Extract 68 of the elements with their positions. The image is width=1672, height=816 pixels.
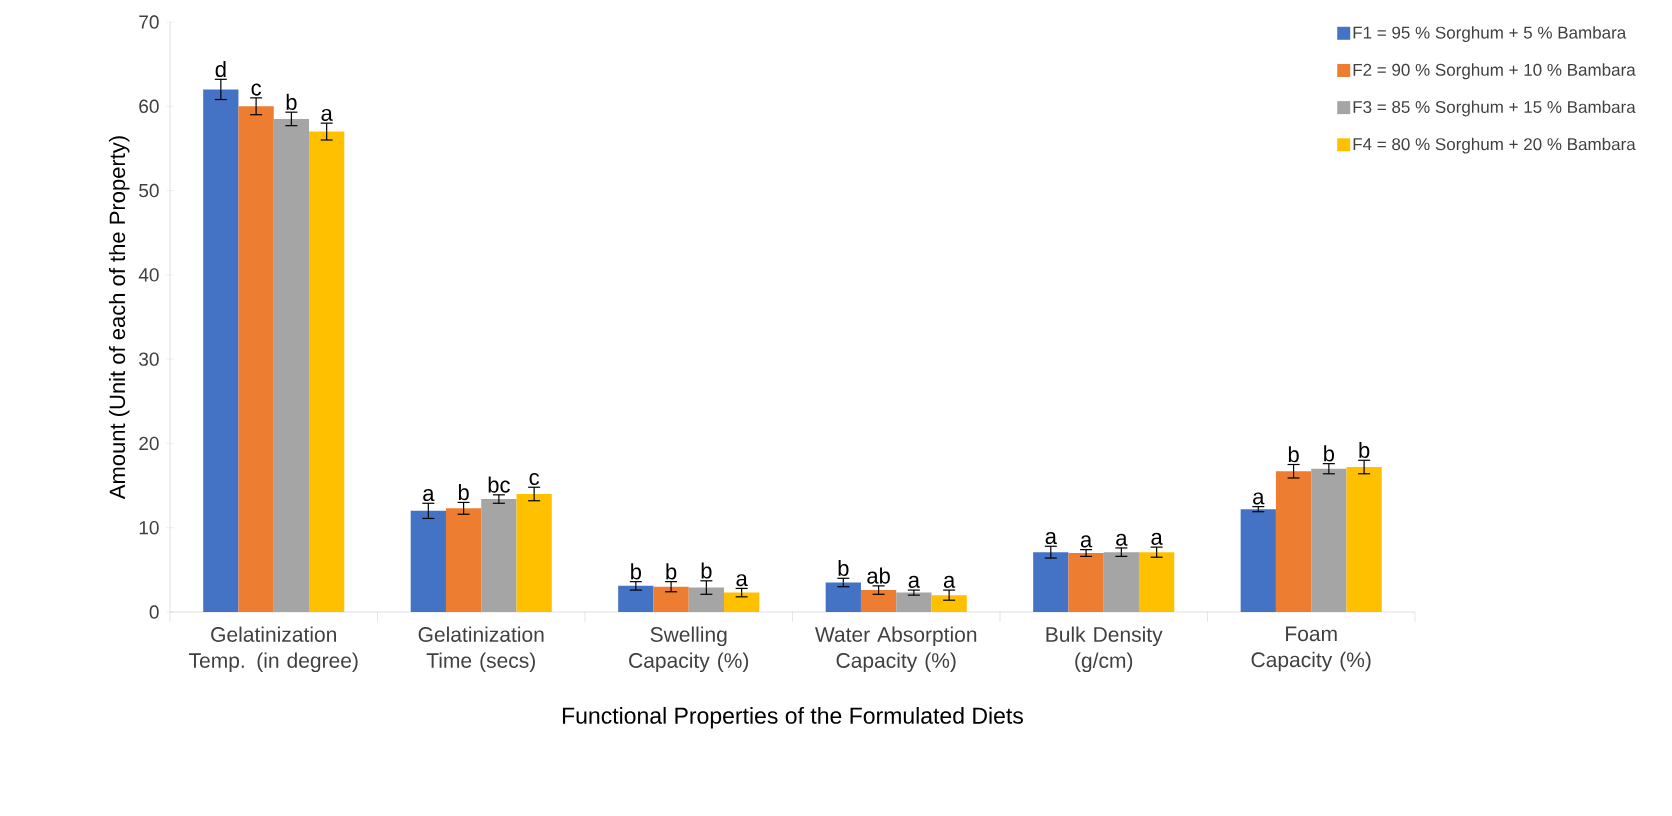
bar — [273, 118, 310, 612]
data-label: a — [736, 574, 748, 587]
bar — [445, 508, 482, 612]
x-tick-label: Bulk Density (g/cm) — [1046, 626, 1163, 673]
data-label: b — [631, 563, 642, 580]
data-label: a — [1116, 533, 1128, 546]
data-label: b — [1288, 446, 1299, 463]
y-tick-label: 40 — [138, 268, 159, 282]
y-tick-label: 20 — [139, 436, 159, 451]
bar — [688, 587, 725, 612]
legend-label: F3 = 85 % Sorghum + 15 % Bambara — [1353, 100, 1636, 117]
data-label: a — [423, 489, 435, 502]
bar — [1275, 471, 1312, 612]
data-label: d — [215, 60, 226, 78]
data-label: a — [321, 108, 333, 121]
bar — [238, 106, 274, 612]
y-tick-label: 50 — [139, 183, 159, 198]
bar — [1068, 553, 1104, 612]
y-tick-label: 0 — [149, 605, 159, 619]
legend-label: F1 = 95 % Sorghum + 5 % Bambara — [1353, 26, 1627, 43]
y-tick-label: 30 — [139, 352, 159, 366]
data-label: b — [666, 563, 677, 580]
x-tick-label: Foam Capacity (%) — [1251, 626, 1371, 672]
bar — [1240, 509, 1276, 612]
bar — [931, 595, 967, 612]
data-label: b — [286, 93, 297, 110]
data-label: a — [1045, 532, 1057, 545]
y-tick-label: 10 — [139, 520, 159, 535]
bar — [724, 592, 760, 612]
data-label: ab — [867, 567, 890, 584]
bar — [1033, 552, 1069, 612]
x-tick-label: Gelatinization Temp. (in degree) — [189, 626, 358, 673]
bar — [309, 131, 345, 612]
x-tick-label: Gelatinization Time (secs) — [418, 626, 544, 673]
bar — [410, 510, 446, 612]
bar — [1138, 552, 1175, 612]
data-label: a — [943, 575, 956, 588]
data-label: bc — [488, 476, 510, 493]
legend-label: F2 = 90 % Sorghum + 10 % Bambara — [1353, 63, 1636, 80]
bar — [896, 592, 932, 612]
bar — [1311, 468, 1347, 612]
y-tick-label: 70 — [139, 15, 159, 29]
data-label: a — [1080, 535, 1093, 548]
x-tick-label: Swelling Capacity (%) — [629, 626, 749, 673]
bar — [860, 590, 897, 612]
data-label: c — [529, 473, 540, 486]
data-label: b — [1359, 441, 1370, 459]
data-label: a — [1253, 492, 1265, 505]
data-label: b — [1324, 445, 1335, 462]
bar — [653, 586, 689, 612]
bar — [1103, 552, 1139, 612]
data-label: a — [908, 575, 920, 588]
data-label: b — [701, 562, 712, 579]
data-label: b — [458, 484, 469, 501]
data-label: b — [838, 559, 849, 577]
y-axis-title: Amount (Unit of each of the Property) — [108, 136, 130, 500]
bar — [203, 89, 239, 612]
data-label: a — [1151, 532, 1163, 545]
x-tick-label: Water Absorption Capacity (%) — [815, 626, 977, 673]
x-axis-title: Functional Properties of the Formulated Diets — [562, 706, 1023, 729]
bar — [618, 585, 654, 612]
bar — [516, 494, 552, 612]
y-tick-label: 60 — [139, 99, 159, 114]
data-label: c — [251, 83, 262, 96]
bar — [481, 499, 517, 612]
bar — [1346, 467, 1382, 612]
bar — [825, 582, 861, 612]
legend-label: F4 = 80 % Sorghum + 20 % Bambara — [1353, 137, 1636, 154]
